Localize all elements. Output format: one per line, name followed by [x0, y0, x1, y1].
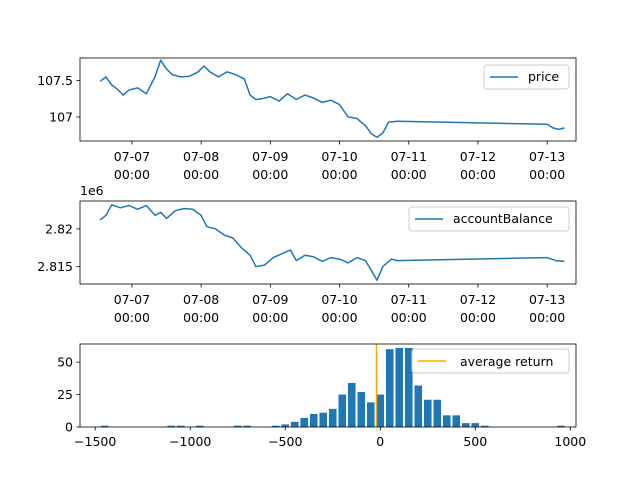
histogram-bar	[433, 399, 442, 427]
histogram-bar	[100, 425, 109, 427]
x-tick-date: 07-09	[252, 149, 288, 164]
price-chart: 107 107.5 07-07 00:00 07-08 00:00 07-09 00:00 07…	[37, 57, 577, 182]
x-tick-time: 00:00	[114, 310, 150, 325]
x-tick-date: 07-13	[529, 292, 565, 307]
histogram-bar	[176, 425, 185, 427]
price-legend-label: price	[528, 69, 559, 84]
x-tick-time: 00:00	[391, 167, 427, 182]
x-tick-label: −1500	[74, 434, 116, 449]
price-line	[99, 59, 565, 139]
histogram-legend-box	[411, 348, 570, 374]
price-axes-frame	[79, 57, 577, 142]
histogram-bar	[461, 423, 470, 427]
y-tick-label: 107.5	[37, 73, 73, 88]
x-tick-time: 00:00	[529, 310, 565, 325]
balance-legend: accountBalance	[408, 206, 570, 232]
returns-histogram: 0 25 50 −1500 −1000 −500 0 500 1000 average retu…	[57, 343, 586, 449]
x-tick-date: 07-08	[183, 149, 219, 164]
x-tick-label: 0	[376, 434, 384, 449]
x-tick-date: 07-13	[529, 149, 565, 164]
x-tick-time: 00:00	[252, 310, 288, 325]
histogram-bar	[195, 425, 204, 427]
balance-legend-label: accountBalance	[453, 211, 553, 226]
x-tick-date: 07-08	[183, 292, 219, 307]
histogram-bar	[300, 417, 309, 427]
histogram-bar	[480, 425, 489, 427]
x-tick-time: 00:00	[183, 310, 219, 325]
histogram-bars	[100, 344, 565, 427]
y-tick-label: 25	[57, 387, 73, 402]
histogram-bar	[233, 425, 242, 427]
x-tick-date: 07-12	[460, 149, 496, 164]
histogram-bar	[347, 382, 356, 427]
histogram-bar	[167, 425, 176, 427]
histogram-bar	[404, 347, 413, 427]
x-tick-date: 07-12	[460, 292, 496, 307]
x-tick-time: 00:00	[114, 167, 150, 182]
histogram-bar	[319, 412, 328, 427]
balance-axes-frame	[79, 200, 577, 285]
y-tick-label: 107	[49, 109, 73, 124]
x-tick-label: −500	[268, 434, 302, 449]
balance-line	[99, 204, 565, 281]
y-tick-label: 2.82	[45, 221, 73, 236]
x-tick-date: 07-07	[114, 149, 150, 164]
histogram-bar	[338, 394, 347, 427]
x-tick-time: 00:00	[460, 310, 496, 325]
price-legend: price	[483, 64, 570, 90]
histogram-ticks: 0 25 50 −1500 −1000 −500 0 500 1000	[57, 355, 586, 449]
x-tick-label: −1000	[169, 434, 211, 449]
histogram-bar	[309, 414, 318, 427]
histogram-bar	[556, 425, 565, 427]
histogram-bar	[442, 415, 451, 427]
histogram-bar	[452, 415, 461, 427]
histogram-bar	[471, 423, 480, 427]
y-tick-label: 0	[65, 420, 73, 435]
histogram-bar	[385, 349, 394, 427]
x-tick-time: 00:00	[183, 167, 219, 182]
x-tick-time: 00:00	[391, 310, 427, 325]
histogram-bar	[271, 425, 280, 427]
account-balance-chart: 1e6 2.815 2.82 07-07 00:00 07-08 00:00 07-09 00…	[37, 183, 577, 325]
balance-offset-label: 1e6	[80, 183, 104, 198]
histogram-bar	[395, 347, 404, 427]
x-tick-time: 00:00	[460, 167, 496, 182]
histogram-bar	[414, 385, 423, 427]
histogram-legend-label: average return	[460, 354, 553, 369]
histogram-bar	[366, 402, 375, 427]
histogram-bar	[328, 408, 337, 427]
x-tick-date: 07-09	[252, 292, 288, 307]
price-ticks: 107 107.5 07-07 00:00 07-08 00:00 07-09 00:00 07…	[37, 73, 565, 182]
price-series	[99, 59, 565, 139]
balance-ticks: 2.815 2.82 07-07 00:00 07-08 00:00 07-09 00:00 0…	[37, 221, 565, 325]
histogram-bar	[281, 424, 290, 427]
x-tick-time: 00:00	[322, 167, 358, 182]
x-tick-date: 07-10	[321, 149, 357, 164]
x-tick-date: 07-07	[114, 292, 150, 307]
histogram-bar	[357, 391, 366, 427]
x-tick-time: 00:00	[322, 310, 358, 325]
price-legend-box	[483, 64, 570, 90]
balance-legend-box	[408, 206, 570, 232]
x-tick-label: 1000	[554, 434, 586, 449]
x-tick-date: 07-10	[321, 292, 357, 307]
histogram-legend: average return	[411, 348, 570, 374]
x-tick-label: 500	[463, 434, 487, 449]
y-tick-label: 2.815	[37, 259, 73, 274]
histogram-axes-frame	[79, 343, 577, 428]
histogram-bar	[423, 399, 432, 427]
x-tick-time: 00:00	[252, 167, 288, 182]
y-tick-label: 50	[57, 355, 73, 370]
histogram-bar	[376, 394, 385, 427]
histogram-bar	[290, 421, 299, 427]
x-tick-date: 07-11	[391, 292, 427, 307]
x-tick-time: 00:00	[529, 167, 565, 182]
balance-series	[99, 204, 565, 281]
x-tick-date: 07-11	[391, 149, 427, 164]
histogram-bar	[243, 425, 252, 427]
